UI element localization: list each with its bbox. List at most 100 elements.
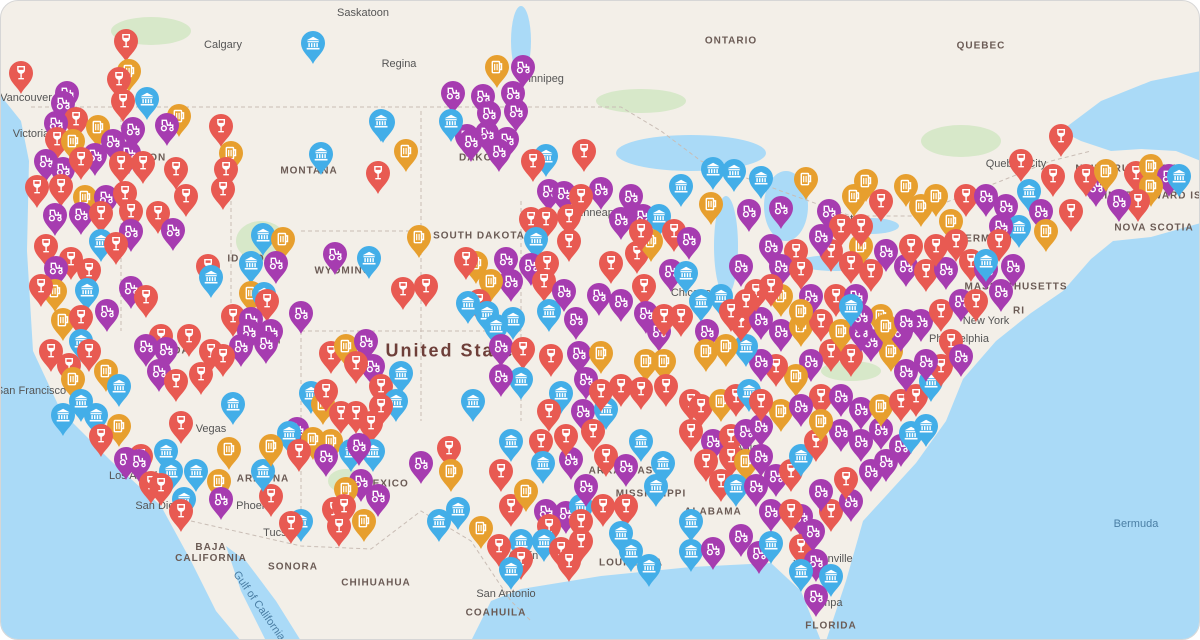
winery-marker[interactable]	[534, 250, 560, 285]
winery-marker[interactable]	[176, 323, 202, 358]
winery-marker[interactable]	[718, 298, 744, 333]
farm-marker[interactable]	[700, 536, 726, 571]
farm-marker[interactable]	[346, 432, 372, 467]
museum-marker[interactable]	[388, 360, 414, 395]
museum-marker[interactable]	[818, 563, 844, 598]
winery-marker[interactable]	[568, 508, 594, 543]
winery-marker[interactable]	[8, 60, 34, 95]
winery-marker[interactable]	[313, 378, 339, 413]
museum-marker[interactable]	[733, 333, 759, 368]
farm-marker[interactable]	[488, 363, 514, 398]
farm-marker[interactable]	[736, 198, 762, 233]
brewery-marker[interactable]	[468, 515, 494, 550]
winery-marker[interactable]	[358, 410, 384, 445]
winery-marker[interactable]	[608, 373, 634, 408]
winery-marker[interactable]	[778, 498, 804, 533]
museum-marker[interactable]	[646, 203, 672, 238]
farm-marker[interactable]	[848, 428, 874, 463]
farm-marker[interactable]	[873, 448, 899, 483]
winery-marker[interactable]	[286, 438, 312, 473]
winery-marker[interactable]	[326, 513, 352, 548]
brewery-marker[interactable]	[923, 183, 949, 218]
winery-marker[interactable]	[631, 273, 657, 308]
winery-marker[interactable]	[668, 303, 694, 338]
museum-marker[interactable]	[668, 173, 694, 208]
farm-marker[interactable]	[828, 418, 854, 453]
winery-marker[interactable]	[24, 174, 50, 209]
museum-marker[interactable]	[608, 520, 634, 555]
farm-marker[interactable]	[948, 343, 974, 378]
museum-marker[interactable]	[50, 402, 76, 437]
farm-marker[interactable]	[758, 233, 784, 268]
winery-marker[interactable]	[112, 180, 138, 215]
winery-marker[interactable]	[653, 373, 679, 408]
winery-marker[interactable]	[808, 383, 834, 418]
winery-marker[interactable]	[838, 250, 864, 285]
farm-marker[interactable]	[748, 306, 774, 341]
brewery-marker[interactable]	[651, 348, 677, 383]
winery-marker[interactable]	[436, 435, 462, 470]
winery-marker[interactable]	[168, 410, 194, 445]
farm-marker[interactable]	[748, 443, 774, 478]
farm-marker[interactable]	[208, 486, 234, 521]
museum-marker[interactable]	[913, 413, 939, 448]
winery-marker[interactable]	[498, 493, 524, 528]
museum-marker[interactable]	[83, 402, 109, 437]
farm-marker[interactable]	[486, 138, 512, 173]
farm-marker[interactable]	[470, 83, 496, 118]
winery-marker[interactable]	[168, 498, 194, 533]
brewery-marker[interactable]	[1093, 158, 1119, 193]
brewery-marker[interactable]	[788, 298, 814, 333]
farm-marker[interactable]	[798, 348, 824, 383]
brewery-marker[interactable]	[878, 338, 904, 373]
farm-marker[interactable]	[570, 398, 596, 433]
museum-marker[interactable]	[530, 450, 556, 485]
brewery-marker[interactable]	[873, 313, 899, 348]
museum-marker[interactable]	[643, 473, 669, 508]
brewery-marker[interactable]	[85, 114, 111, 149]
winery-marker[interactable]	[833, 466, 859, 501]
winery-marker[interactable]	[76, 257, 102, 292]
brewery-marker[interactable]	[351, 508, 377, 543]
museum-marker[interactable]	[276, 420, 302, 455]
farm-marker[interactable]	[288, 300, 314, 335]
winery-marker[interactable]	[613, 493, 639, 528]
winery-marker[interactable]	[536, 398, 562, 433]
winery-marker[interactable]	[1125, 188, 1151, 223]
winery-marker[interactable]	[453, 246, 479, 281]
farm-marker[interactable]	[608, 288, 634, 323]
winery-marker[interactable]	[1058, 198, 1084, 233]
winery-marker[interactable]	[368, 393, 394, 428]
farm-marker[interactable]	[1028, 198, 1054, 233]
museum-marker[interactable]	[68, 388, 94, 423]
farm-marker[interactable]	[458, 128, 484, 163]
winery-marker[interactable]	[108, 150, 134, 185]
farm-marker[interactable]	[588, 176, 614, 211]
winery-marker[interactable]	[1073, 163, 1099, 198]
farm-marker[interactable]	[768, 195, 794, 230]
winery-marker[interactable]	[868, 188, 894, 223]
winery-marker[interactable]	[913, 258, 939, 293]
winery-marker[interactable]	[533, 206, 559, 241]
winery-marker[interactable]	[828, 213, 854, 248]
winery-marker[interactable]	[148, 472, 174, 507]
museum-marker[interactable]	[368, 108, 394, 143]
museum-marker[interactable]	[153, 438, 179, 473]
winery-marker[interactable]	[278, 510, 304, 545]
winery-marker[interactable]	[520, 148, 546, 183]
winery-marker[interactable]	[173, 183, 199, 218]
farm-marker[interactable]	[118, 218, 144, 253]
museum-marker[interactable]	[688, 288, 714, 323]
winery-marker[interactable]	[343, 400, 369, 435]
museum-marker[interactable]	[426, 508, 452, 543]
farm-marker[interactable]	[93, 184, 119, 219]
brewery-marker[interactable]	[216, 436, 242, 471]
farm-marker[interactable]	[613, 453, 639, 488]
winery-marker[interactable]	[133, 284, 159, 319]
museum-marker[interactable]	[523, 226, 549, 261]
farm-marker[interactable]	[493, 246, 519, 281]
winery-marker[interactable]	[48, 173, 74, 208]
farm-marker[interactable]	[893, 308, 919, 343]
museum-marker[interactable]	[736, 378, 762, 413]
winery-marker[interactable]	[568, 183, 594, 218]
